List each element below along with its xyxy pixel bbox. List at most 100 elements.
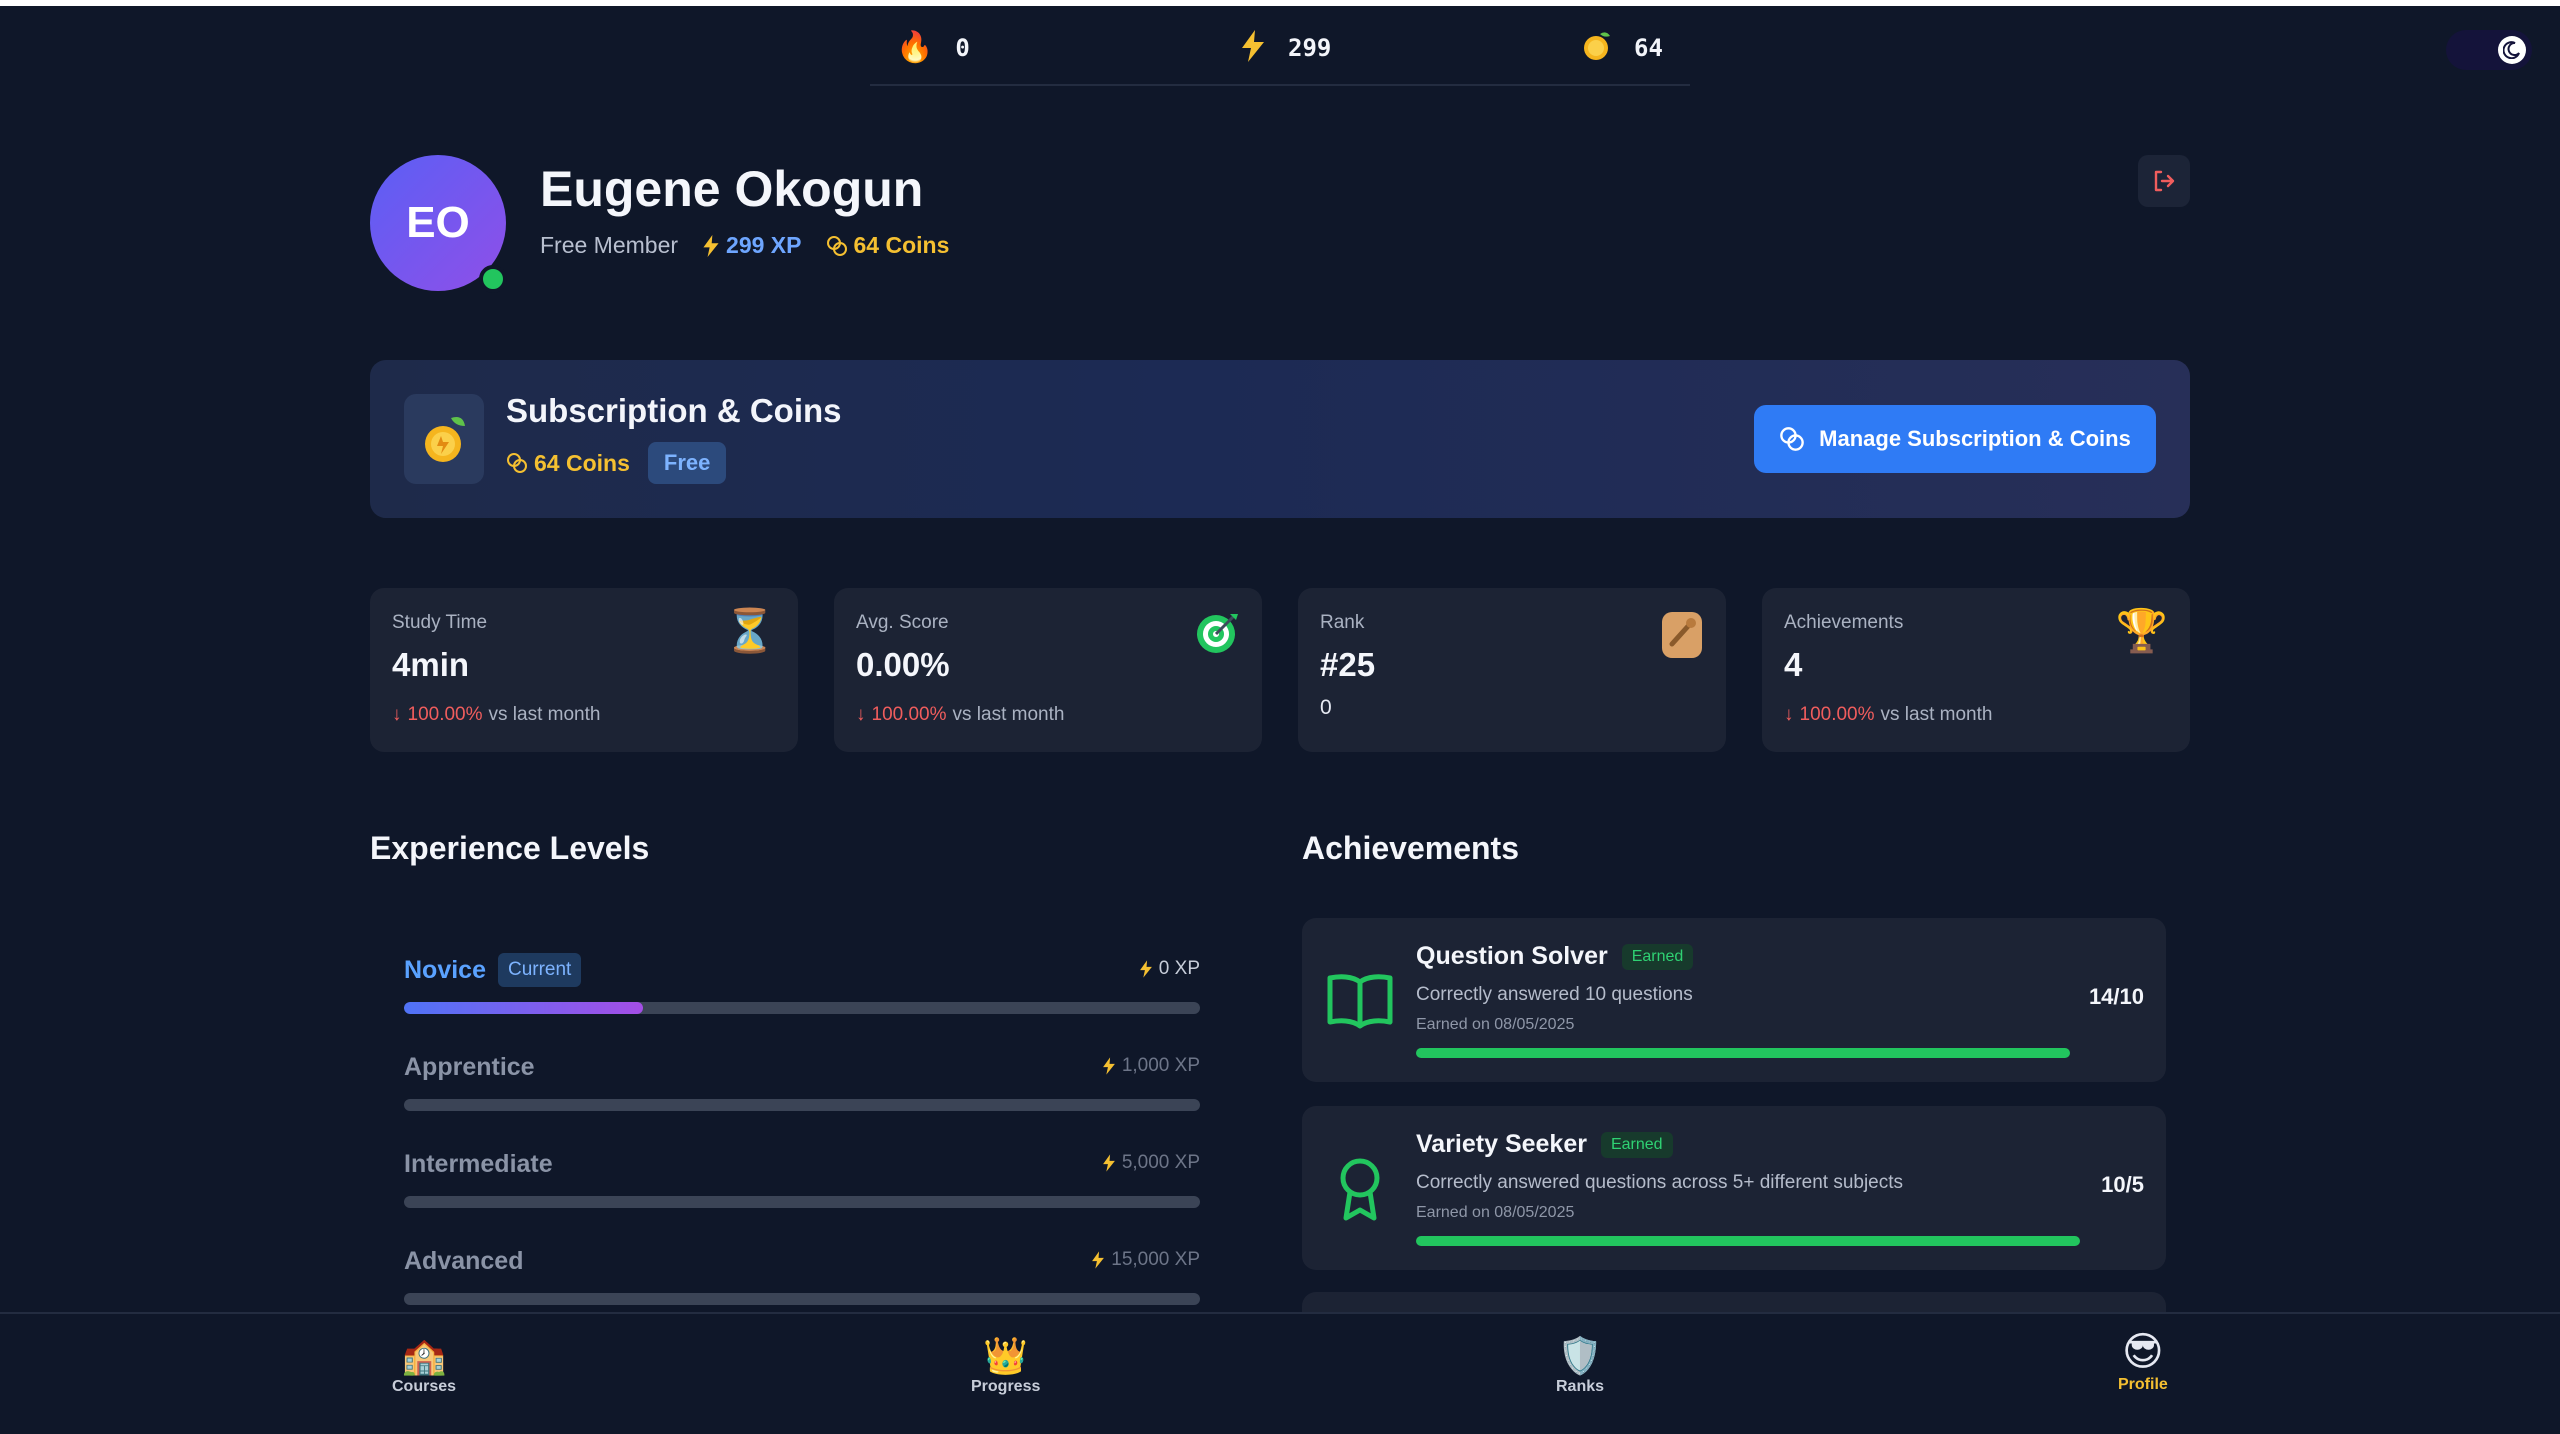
level-xp: 5,000 XP xyxy=(1102,1152,1200,1174)
achievement-date: Earned on 08/05/2025 xyxy=(1416,1204,1575,1221)
user-meta: Free Member 299 XP 64 Coins xyxy=(540,232,949,259)
subscription-coins: 64 Coins xyxy=(506,450,630,477)
stat-value: 0.00% xyxy=(856,646,950,683)
trophy-icon: 🏆 xyxy=(2115,607,2168,654)
lightning-icon xyxy=(1102,1154,1115,1172)
theme-toggle[interactable] xyxy=(2446,30,2532,70)
stat-delta: ↓ 100.00% vs last month xyxy=(1784,704,1992,726)
level-name: Intermediate xyxy=(404,1149,553,1178)
coins-count: 64 xyxy=(1634,34,1663,62)
nav-progress[interactable]: 👑 Progress xyxy=(971,1338,1040,1396)
achievement-question-solver[interactable]: Question Solver Earned Correctly answere… xyxy=(1302,918,2166,1082)
achievement-count: 10/5 xyxy=(2101,1172,2144,1197)
target-icon xyxy=(1194,610,1240,663)
experience-levels-heading: Experience Levels xyxy=(370,830,650,866)
achievement-title-row: Variety Seeker Earned xyxy=(1416,1130,1673,1159)
nav-label: Profile xyxy=(2118,1376,2168,1393)
stat-label: Achievements xyxy=(1784,612,1904,633)
logout-icon xyxy=(2154,170,2175,192)
subscription-coins-label: 64 Coins xyxy=(534,449,630,476)
coins-stat: 64 xyxy=(1582,28,1663,68)
ribbon-icon xyxy=(1324,1152,1396,1224)
stat-value: 4 xyxy=(1784,646,1803,683)
coin-bag-icon xyxy=(404,394,484,484)
top-stats-bar: 🔥 0 299 64 xyxy=(870,6,1690,86)
earned-badge: Earned xyxy=(1621,943,1694,970)
nav-profile[interactable]: 😎 Profile xyxy=(2118,1332,2168,1394)
crown-icon: 👑 xyxy=(983,1335,1029,1376)
achievement-description: Correctly answered 10 questions xyxy=(1416,984,1693,1005)
nav-ranks[interactable]: 🛡️ Ranks xyxy=(1556,1338,1604,1396)
level-xp-value: 0 XP xyxy=(1158,958,1200,979)
book-icon xyxy=(1324,964,1396,1036)
moon-icon xyxy=(2498,36,2526,64)
stat-label: Rank xyxy=(1320,612,1365,633)
achievement-title: Question Solver xyxy=(1416,942,1608,970)
achievement-title: Variety Seeker xyxy=(1416,1130,1587,1158)
bottom-nav: 🏫 Courses 👑 Progress 🛡️ Ranks 😎 Profile xyxy=(0,1312,2560,1434)
achievement-description: Correctly answered questions across 5+ d… xyxy=(1416,1172,1904,1193)
achievement-variety-seeker[interactable]: Variety Seeker Earned Correctly answered… xyxy=(1302,1106,2166,1270)
achievement-title-row: Question Solver Earned xyxy=(1416,942,1694,971)
plan-badge: Free xyxy=(647,442,727,484)
cool-face-icon: 😎 xyxy=(2122,1330,2164,1374)
xp-count: 299 xyxy=(1288,34,1332,62)
manage-subscription-button[interactable]: Manage Subscription & Coins xyxy=(1754,405,2156,473)
delta-value: 100.00% xyxy=(871,704,947,725)
study-time-card: Study Time 4min ↓ 100.00% vs last month … xyxy=(370,588,798,752)
level-progress-fill xyxy=(404,1002,643,1014)
lightning-icon xyxy=(1139,960,1152,978)
nav-label: Courses xyxy=(392,1378,457,1395)
membership-label: Free Member xyxy=(540,232,679,258)
achievement-progress-bar xyxy=(1416,1048,2070,1058)
streak-count: 0 xyxy=(955,34,970,62)
delta-suffix: vs last month xyxy=(1880,704,1993,725)
arrow-down-icon: ↓ xyxy=(1784,704,1794,725)
level-progress-bar xyxy=(404,1002,1200,1014)
level-header: Apprentice xyxy=(404,1047,535,1087)
nav-label: Ranks xyxy=(1556,1378,1605,1395)
lightning-icon xyxy=(1092,1251,1105,1269)
level-xp-value: 1,000 XP xyxy=(1121,1055,1200,1076)
level-xp-value: 5,000 XP xyxy=(1121,1152,1200,1173)
achievement-date: Earned on 08/05/2025 xyxy=(1416,1016,1575,1033)
flame-icon: 🔥 xyxy=(896,31,934,64)
lightning-icon xyxy=(1240,29,1266,67)
user-xp: 299 XP xyxy=(702,232,802,259)
stat-value: #25 xyxy=(1320,646,1376,683)
xp-stat: 299 xyxy=(1240,28,1331,68)
window-top-strip xyxy=(0,0,2560,6)
achievement-progress-bar xyxy=(1416,1236,2080,1246)
coins-icon xyxy=(1780,427,1804,451)
delta-suffix: vs last month xyxy=(952,704,1065,725)
delta-value: 100.00% xyxy=(1799,704,1875,725)
level-xp: 1,000 XP xyxy=(1102,1055,1200,1077)
rank-card: Rank #25 0 xyxy=(1298,588,1726,752)
avatar: EO xyxy=(370,155,506,291)
stat-value: 4min xyxy=(392,646,470,683)
school-icon: 🏫 xyxy=(401,1335,447,1376)
rank-sub-value: 0 xyxy=(1320,696,1332,719)
stat-delta: ↓ 100.00% vs last month xyxy=(856,704,1064,726)
coin-icon xyxy=(1582,30,1612,67)
logout-button[interactable] xyxy=(2138,155,2190,207)
level-progress-bar xyxy=(404,1099,1200,1111)
nav-courses[interactable]: 🏫 Courses xyxy=(392,1338,456,1396)
stat-label: Study Time xyxy=(392,612,488,633)
level-header: Intermediate xyxy=(404,1144,553,1184)
level-name: Apprentice xyxy=(404,1052,535,1081)
arrow-down-icon: ↓ xyxy=(856,704,866,725)
subscription-meta: 64 Coins Free xyxy=(506,442,727,484)
level-progress-bar xyxy=(404,1196,1200,1208)
subscription-title: Subscription & Coins xyxy=(506,392,842,429)
level-name: Novice xyxy=(404,955,486,984)
level-progress-bar xyxy=(404,1293,1200,1305)
current-badge: Current xyxy=(497,953,582,987)
user-xp-label: 299 XP xyxy=(726,232,802,258)
shield-icon: 🛡️ xyxy=(1557,1335,1603,1376)
achievements-heading: Achievements xyxy=(1302,830,1519,866)
lightning-icon xyxy=(1102,1057,1115,1075)
avg-score-card: Avg. Score 0.00% ↓ 100.00% vs last month xyxy=(834,588,1262,752)
achievement-count: 14/10 xyxy=(2088,984,2144,1009)
manage-subscription-label: Manage Subscription & Coins xyxy=(1819,426,2131,451)
